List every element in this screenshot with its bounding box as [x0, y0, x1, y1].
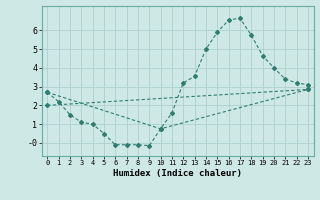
X-axis label: Humidex (Indice chaleur): Humidex (Indice chaleur) — [113, 169, 242, 178]
